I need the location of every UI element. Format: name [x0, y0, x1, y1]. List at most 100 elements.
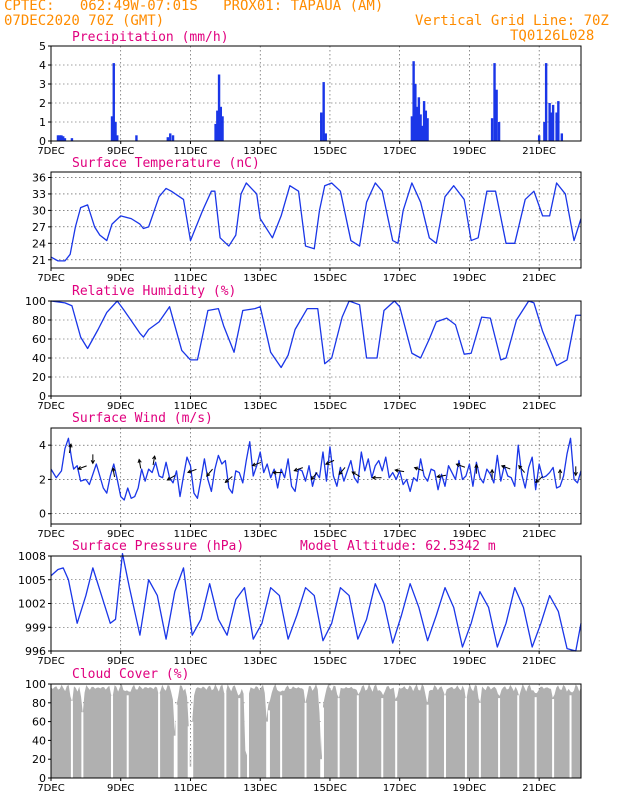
y-tick-label: 60: [32, 716, 46, 729]
precip-bar: [560, 133, 564, 141]
wind-arrow-head: [77, 466, 82, 470]
header-grid-note: Vertical Grid Line: 70Z: [415, 13, 609, 29]
wind-arrow-head: [557, 468, 563, 474]
precip-bar: [544, 63, 548, 141]
x-tick-label: 13DEC: [243, 273, 277, 284]
wind-arrow-shaft: [152, 456, 156, 466]
temperature-title: Surface Temperature (nC): [72, 156, 260, 171]
x-tick-label: 7DEC: [37, 273, 64, 284]
precip-bar: [214, 123, 217, 141]
x-tick-label: 15DEC: [313, 273, 347, 284]
wind-arrow-shaft: [187, 468, 197, 473]
x-tick-label: 17DEC: [383, 656, 417, 667]
cloud-gap: [569, 695, 572, 778]
precip-bar: [551, 104, 555, 141]
header-date: 07DEC2020 70Z (GMT): [4, 13, 165, 29]
wind-arrow-shaft: [310, 472, 318, 480]
x-tick-label: 15DEC: [313, 656, 347, 667]
wind-arrow-head: [534, 478, 540, 483]
wind-arrow: [413, 466, 424, 472]
y-tick-label: 100: [25, 678, 46, 691]
wind-arrow: [455, 463, 466, 468]
x-tick-label: 17DEC: [383, 273, 417, 284]
cloud-gap: [321, 707, 324, 778]
wind-arrow: [557, 468, 563, 479]
x-tick-label: 21DEC: [522, 783, 556, 794]
wind-arrow-shaft: [414, 467, 424, 472]
y-tick-label: 40: [32, 734, 46, 747]
y-tick-label: 24: [32, 237, 46, 250]
x-tick-label: 19DEC: [453, 656, 487, 667]
x-tick-label: 11DEC: [174, 146, 208, 157]
wind-arrow-head: [111, 467, 116, 472]
wind-arrow-shaft: [112, 468, 116, 478]
wind-arrow: [206, 468, 213, 477]
y-tick-label: 20: [32, 371, 46, 384]
precip-bar: [216, 110, 219, 141]
precip-bar: [56, 135, 60, 141]
wind-arrow: [137, 458, 142, 469]
x-tick-label: 7DEC: [37, 656, 64, 667]
x-tick-label: 21DEC: [522, 656, 556, 667]
wind-arrow: [351, 471, 361, 477]
wind-arrow: [272, 470, 283, 475]
precipitation-title: Precipitation (mm/h): [72, 30, 229, 45]
cloud-cover-area: [51, 684, 581, 778]
y-tick-label: 0: [39, 508, 46, 521]
wind-arrow: [251, 461, 262, 467]
y-tick-label: 0: [39, 390, 46, 403]
x-tick-label: 9DEC: [107, 146, 134, 157]
wind-arrow-head: [324, 461, 330, 465]
precip-bar: [112, 63, 115, 141]
cloud-gap: [381, 698, 384, 778]
wind-arrow-head: [206, 472, 211, 477]
wind-arrow: [500, 464, 511, 470]
x-tick-label: 9DEC: [107, 656, 134, 667]
cloud-gap: [247, 693, 250, 778]
cloud-gap: [187, 726, 190, 778]
y-tick-label: 0: [39, 772, 46, 785]
x-tick-label: 19DEC: [453, 529, 487, 540]
precip-bar: [410, 116, 414, 141]
wind-arrow-head: [90, 460, 95, 465]
x-tick-label: 9DEC: [107, 273, 134, 284]
precip-bar: [495, 89, 498, 141]
cloud-gap: [111, 695, 114, 778]
wind-arrow-head: [137, 458, 142, 464]
x-tick-label: 19DEC: [453, 401, 487, 412]
x-tick-label: 7DEC: [37, 783, 64, 794]
humidity-title: Relative Humidity (%): [72, 284, 237, 299]
precip-bar: [58, 135, 61, 141]
y-tick-label: 21: [32, 254, 46, 267]
cloud-gap: [70, 700, 73, 778]
pressure-line: [50, 552, 582, 652]
wind-arrow-shaft: [437, 474, 447, 478]
cloud-gap: [238, 698, 241, 778]
precip-bar: [419, 114, 422, 141]
precip-bar: [110, 116, 114, 141]
model-altitude-label: Model Altitude: 62.5342 m: [300, 539, 496, 554]
y-tick-label: 30: [32, 204, 46, 217]
wind-arrow-head: [166, 476, 171, 481]
y-tick-label: 40: [32, 352, 46, 365]
x-tick-label: 21DEC: [522, 401, 556, 412]
y-tick-label: 27: [32, 221, 46, 234]
wind-arrow-shaft: [535, 476, 543, 483]
panel-frame: [50, 171, 582, 269]
wind-arrow: [68, 443, 73, 454]
cloud-gap: [81, 712, 84, 778]
wind-arrow: [310, 472, 318, 481]
y-tick-label: 999: [25, 621, 46, 634]
x-tick-label: 15DEC: [313, 529, 347, 540]
panel-frame: [50, 683, 582, 779]
wind-arrow: [166, 475, 176, 481]
wind-arrow-head: [310, 475, 315, 481]
cloud-gap: [175, 704, 178, 778]
precip-bar: [490, 118, 494, 141]
cloud-gap: [464, 698, 467, 778]
y-tick-label: 80: [32, 697, 46, 710]
wind-arrow-shaft: [518, 465, 525, 473]
precip-bar: [493, 63, 496, 141]
y-tick-label: 1008: [18, 550, 46, 563]
